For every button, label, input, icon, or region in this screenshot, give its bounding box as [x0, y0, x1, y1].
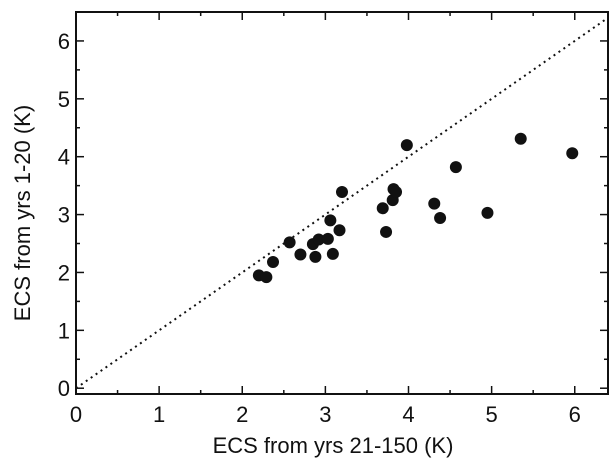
data-point	[267, 256, 280, 269]
plot-area-frame	[75, 11, 609, 395]
points-layer	[252, 132, 579, 284]
data-point	[324, 214, 337, 227]
data-point	[376, 202, 389, 215]
data-point	[449, 161, 462, 174]
x-tick-label: 4	[402, 402, 414, 427]
one-to-one-reference-line	[75, 16, 609, 390]
x-tick-label: 5	[486, 402, 498, 427]
tick-labels-layer: 0 1 2 3 4 5 6 0 1 2 3 4 5 6	[58, 29, 581, 427]
data-point	[321, 232, 334, 245]
data-point	[428, 197, 441, 210]
data-point	[434, 212, 447, 225]
y-axis-title: ECS from yrs 1-20 (K)	[10, 105, 35, 321]
x-tick-label: 1	[153, 402, 165, 427]
y-tick-label: 3	[58, 203, 70, 228]
y-tick-label: 1	[58, 318, 70, 343]
x-tick-label: 0	[70, 402, 82, 427]
data-point	[260, 271, 273, 284]
x-tick-label: 6	[569, 402, 581, 427]
data-point	[514, 132, 527, 145]
x-axis-title: ECS from yrs 21-150 (K)	[213, 433, 454, 458]
y-tick-label: 2	[58, 260, 70, 285]
data-point	[333, 224, 346, 237]
data-point	[481, 206, 494, 219]
data-point	[312, 233, 325, 246]
y-tick-label: 0	[58, 376, 70, 401]
data-point	[283, 236, 296, 249]
data-point	[390, 186, 403, 199]
y-tick-label: 4	[58, 145, 70, 170]
data-point	[336, 186, 348, 199]
data-point	[566, 147, 579, 160]
x-tick-label: 2	[236, 402, 248, 427]
data-point	[294, 248, 307, 261]
data-point	[309, 250, 322, 263]
x-tick-label: 3	[319, 402, 331, 427]
y-tick-label: 6	[58, 29, 70, 54]
y-tick-label: 5	[58, 87, 70, 112]
data-point	[380, 225, 393, 238]
data-point	[400, 139, 413, 152]
data-point	[326, 247, 339, 260]
